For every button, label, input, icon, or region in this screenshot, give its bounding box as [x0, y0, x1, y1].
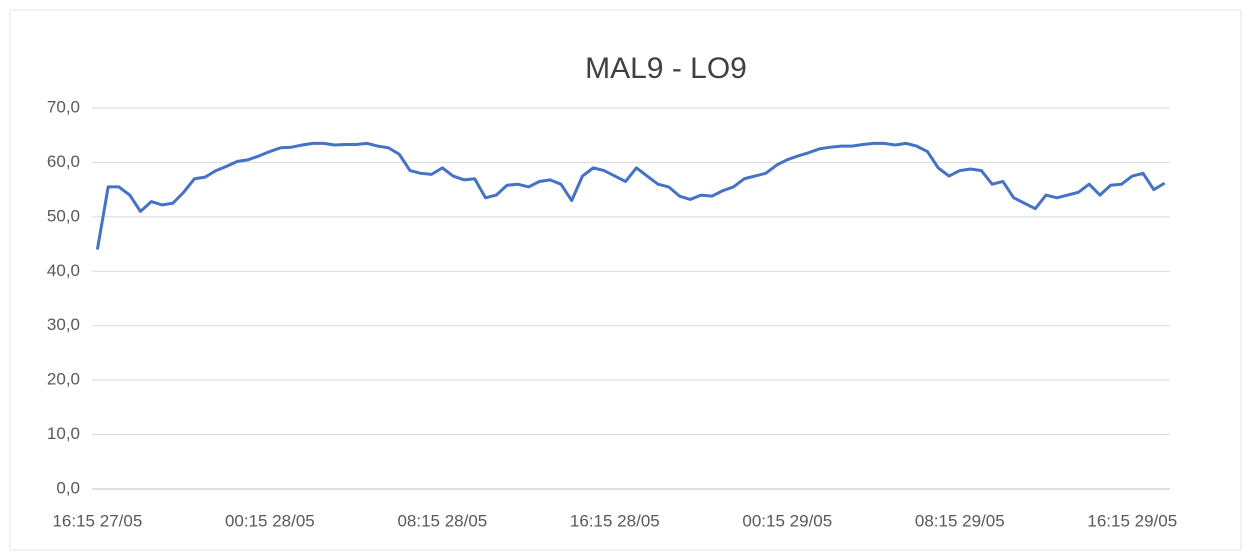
y-tick-label: 0,0 [56, 478, 80, 497]
y-tick-label: 70,0 [47, 97, 80, 116]
y-tick-label: 40,0 [47, 261, 80, 280]
chart-frame [9, 9, 1242, 551]
y-tick-label: 30,0 [47, 315, 80, 334]
x-tick-label: 16:15 29/05 [1087, 511, 1177, 530]
y-tick-label: 50,0 [47, 206, 80, 225]
x-tick-label: 08:15 29/05 [915, 511, 1005, 530]
x-tick-label: 16:15 28/05 [570, 511, 660, 530]
y-tick-label: 60,0 [47, 152, 80, 171]
x-tick-label: 16:15 27/05 [52, 511, 142, 530]
chart-title: MAL9 - LO9 [585, 52, 747, 85]
x-tick-label: 08:15 28/05 [397, 511, 487, 530]
x-tick-label: 00:15 28/05 [225, 511, 315, 530]
y-tick-label: 10,0 [47, 424, 80, 443]
line-series [95, 141, 1166, 250]
x-tick-label: 00:15 29/05 [742, 511, 832, 530]
y-tick-label: 20,0 [47, 370, 80, 389]
